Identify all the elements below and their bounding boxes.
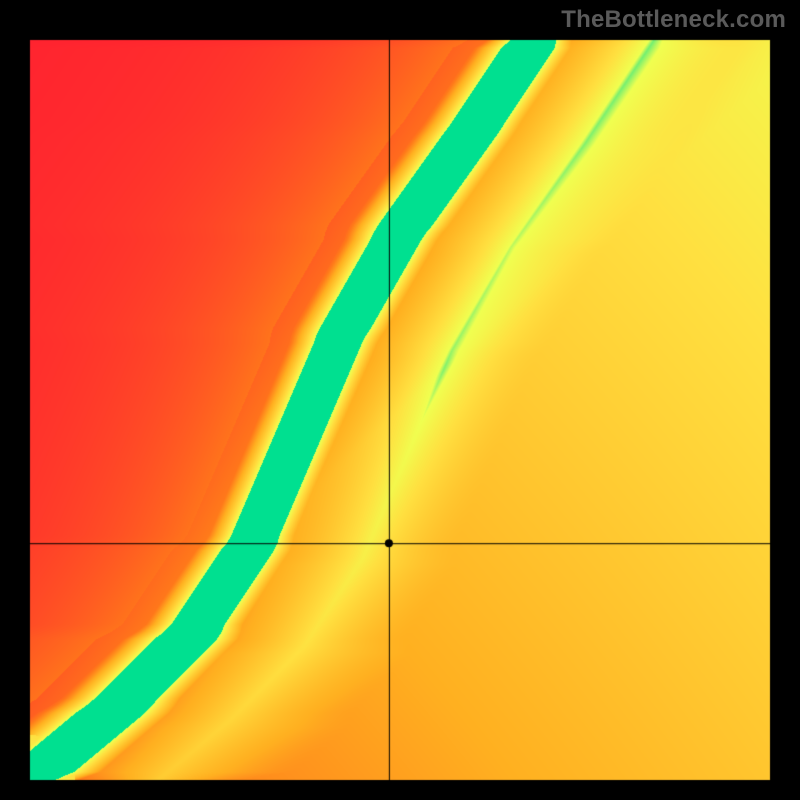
heatmap-canvas [0, 0, 800, 800]
watermark-text: TheBottleneck.com [561, 6, 786, 34]
chart-container: TheBottleneck.com [0, 0, 800, 800]
